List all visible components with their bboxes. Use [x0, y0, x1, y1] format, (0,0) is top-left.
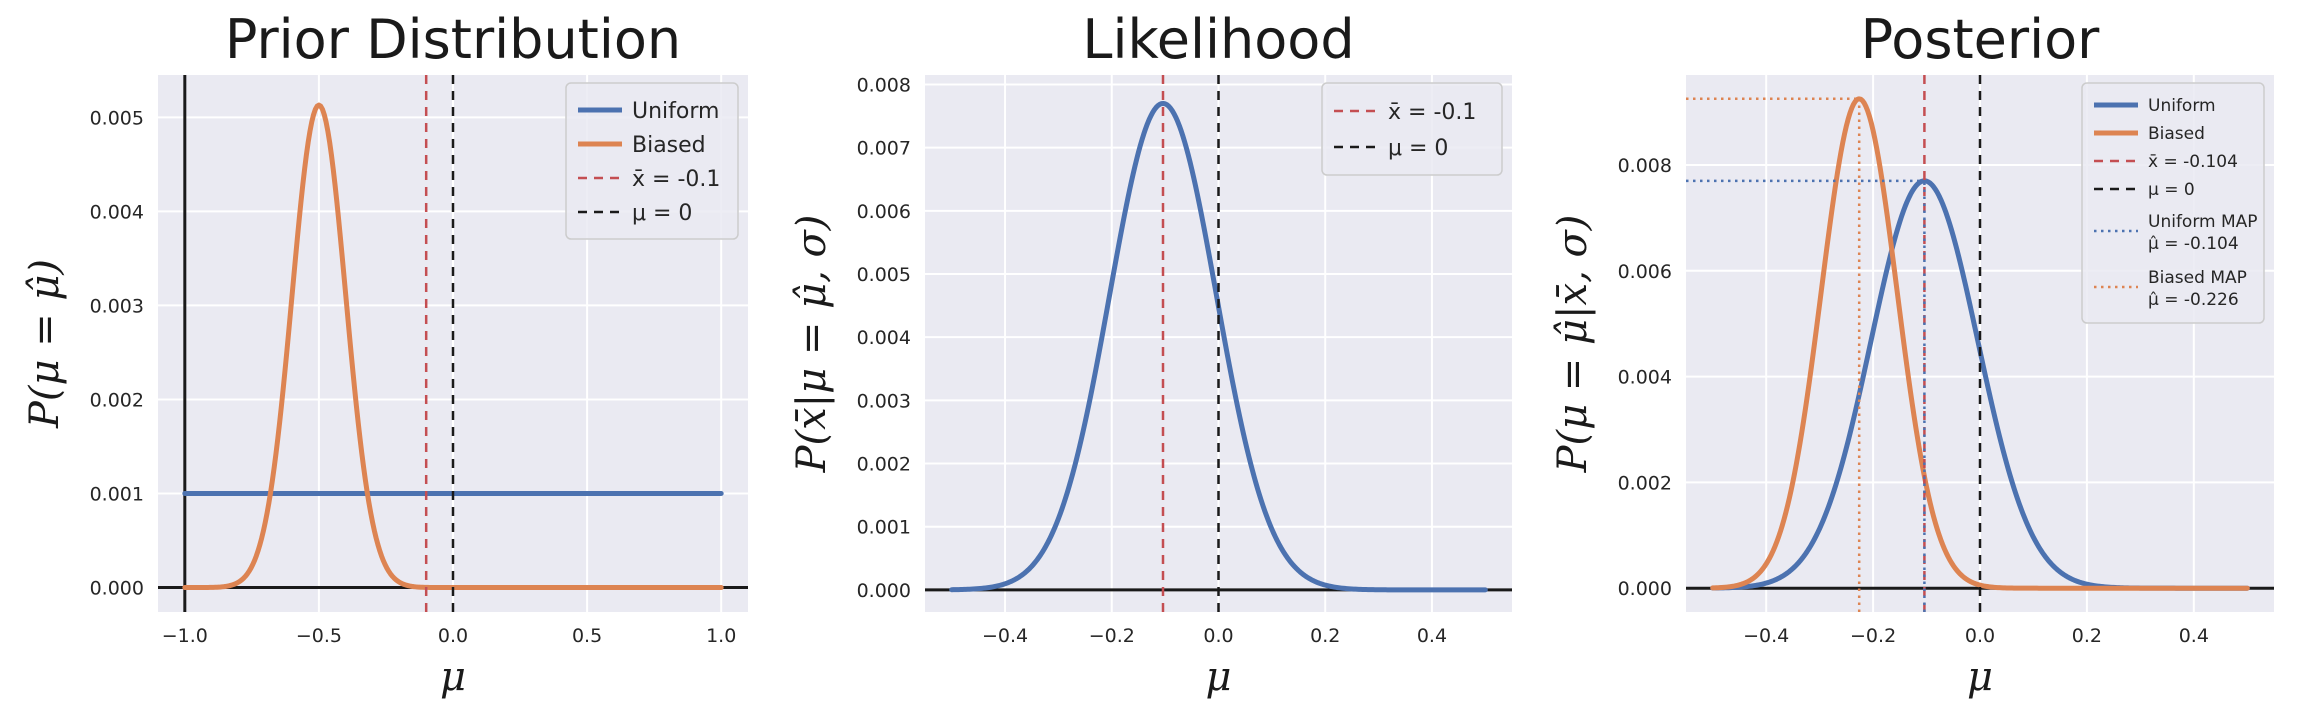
- legend-label-2: μ̂ = -0.226: [2148, 290, 2239, 310]
- legend-label: Biased: [632, 133, 706, 158]
- y-tick-label: 0.006: [857, 201, 911, 223]
- y-tick-label: 0.004: [857, 327, 911, 349]
- y-tick-label: 0.000: [1618, 578, 1672, 600]
- plot-layer: [1686, 75, 2274, 612]
- y-tick-label: 0.000: [90, 578, 144, 600]
- y-tick-label: 0.001: [90, 484, 144, 506]
- panel-2: −0.4 −0.2 0.0 0.2 0.4 0.000 0.002 0.004 0.006 0.0…: [1550, 8, 2274, 700]
- x-axis-label: μ: [1967, 654, 1993, 700]
- chart-title: Prior Distribution: [225, 8, 681, 71]
- x-tick-label: 0.4: [1417, 625, 1447, 647]
- chart-title: Posterior: [1861, 8, 2100, 71]
- y-tick-label: 0.001: [857, 517, 911, 539]
- series-line-biased: [1710, 96, 2250, 591]
- legend-label: x̄ = -0.1: [1388, 100, 1476, 125]
- legend-label: x̄ = -0.104: [2148, 152, 2238, 172]
- y-tick-label: 0.002: [90, 389, 144, 411]
- legend-label: Biased MAP: [2148, 268, 2247, 288]
- legend: Uniform Biased x̄ = -0.1 μ = 0: [565, 82, 739, 240]
- y-tick-label: 0.004: [90, 201, 144, 223]
- x-tick-label: 0.0: [1203, 625, 1233, 647]
- y-tick-label: 0.003: [90, 295, 144, 317]
- x-tick-label: −1.0: [162, 625, 208, 647]
- y-axis-label: P(μ = μ̂): [22, 259, 68, 429]
- x-tick-label: 0.5: [572, 625, 602, 647]
- legend: x̄ = -0.1 μ = 0: [1321, 82, 1503, 176]
- legend-label: μ = 0: [632, 201, 692, 226]
- y-tick-label: 0.008: [857, 74, 911, 96]
- legend-label: μ = 0: [1388, 136, 1448, 161]
- panel-0: −1.0 −0.5 0.0 0.5 1.0 0.000 0.001 0.002 0.003 0.0…: [22, 8, 748, 700]
- plot-layer: [925, 75, 1512, 612]
- x-axis-label: μ: [1206, 654, 1232, 700]
- legend-label: Uniform: [2148, 96, 2216, 116]
- y-tick-label: 0.006: [1618, 261, 1672, 283]
- x-tick-label: −0.4: [982, 625, 1028, 647]
- x-tick-label: 0.0: [438, 625, 468, 647]
- legend-box: [2081, 82, 2265, 324]
- x-tick-label: −0.2: [1089, 625, 1135, 647]
- y-tick-label: 0.002: [1618, 472, 1672, 494]
- y-tick-label: 0.000: [857, 580, 911, 602]
- y-tick-label: 0.005: [857, 264, 911, 286]
- x-tick-label: 0.2: [2072, 625, 2102, 647]
- x-tick-label: −0.4: [1743, 625, 1789, 647]
- y-tick-label: 0.003: [857, 390, 911, 412]
- x-tick-label: −0.5: [296, 625, 342, 647]
- legend-box: [1321, 82, 1503, 176]
- y-tick-label: 0.002: [857, 454, 911, 476]
- y-axis-label: P(μ = μ̂|x̄, σ): [1550, 215, 1596, 474]
- x-tick-label: 1.0: [706, 625, 736, 647]
- y-axis-label: P(x̄|μ = μ̂, σ): [789, 215, 835, 474]
- panel-1: −0.4 −0.2 0.0 0.2 0.4 0.000 0.001 0.002 0.003 0.0…: [789, 8, 1512, 700]
- plot-layer: [158, 75, 748, 612]
- y-tick-label: 0.007: [857, 138, 911, 160]
- x-axis-label: μ: [440, 654, 466, 700]
- legend-box: [565, 82, 739, 240]
- legend-label: Uniform MAP: [2148, 212, 2258, 232]
- x-tick-label: 0.4: [2179, 625, 2209, 647]
- chart-title: Likelihood: [1082, 8, 1354, 71]
- y-tick-label: 0.005: [90, 107, 144, 129]
- x-tick-label: 0.0: [1965, 625, 1995, 647]
- x-tick-label: 0.2: [1310, 625, 1340, 647]
- y-tick-label: 0.004: [1618, 367, 1672, 389]
- legend-label: μ = 0: [2148, 180, 2195, 200]
- x-tick-label: −0.2: [1850, 625, 1896, 647]
- legend-label: x̄ = -0.1: [632, 167, 720, 192]
- legend-label-2: μ̂ = -0.104: [2148, 234, 2239, 254]
- y-tick-label: 0.008: [1618, 155, 1672, 177]
- legend-label: Biased: [2148, 124, 2205, 144]
- legend-label: Uniform: [632, 99, 719, 124]
- legend: Uniform Biased x̄ = -0.104 μ = 0 Uniform MAP…: [2081, 82, 2265, 324]
